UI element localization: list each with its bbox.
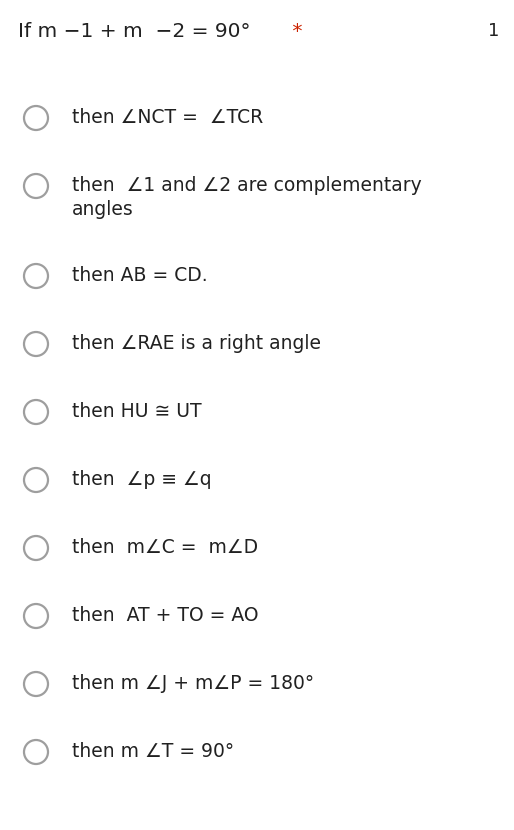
Text: then ∠NCT =  ∠TCR: then ∠NCT = ∠TCR: [72, 108, 263, 127]
Text: then ∠RAE is a right angle: then ∠RAE is a right angle: [72, 334, 321, 353]
Text: then  ∠p ≡ ∠q: then ∠p ≡ ∠q: [72, 470, 212, 489]
Text: then  AT + TO = AO: then AT + TO = AO: [72, 606, 259, 625]
Text: then  ∠1 and ∠2 are complementary
angles: then ∠1 and ∠2 are complementary angles: [72, 176, 422, 219]
Text: then  m∠C =  m∠D: then m∠C = m∠D: [72, 538, 258, 557]
Text: then m ∠T = 90°: then m ∠T = 90°: [72, 742, 234, 761]
Text: *: *: [286, 22, 303, 41]
Text: then m ∠J + m∠P = 180°: then m ∠J + m∠P = 180°: [72, 674, 314, 693]
Text: If m −1 + m  −2 = 90°: If m −1 + m −2 = 90°: [18, 22, 250, 41]
Text: 1: 1: [488, 22, 499, 40]
Text: then HU ≅ UT: then HU ≅ UT: [72, 402, 201, 421]
Text: then AB = CD.: then AB = CD.: [72, 266, 208, 285]
